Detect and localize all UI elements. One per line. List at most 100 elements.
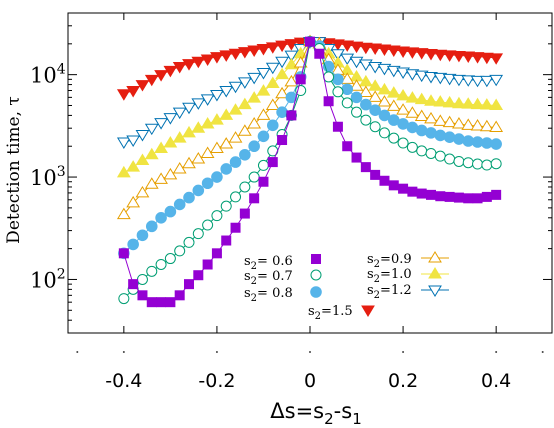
- data-point: [219, 50, 234, 62]
- data-point: [230, 191, 242, 203]
- data-point: [491, 189, 502, 200]
- data-point: [135, 130, 150, 142]
- data-point: [433, 49, 448, 62]
- data-point: [228, 48, 243, 61]
- data-point: [239, 148, 251, 161]
- data-point: [377, 82, 392, 95]
- data-point: [163, 113, 178, 125]
- data-point: [426, 189, 436, 200]
- data-point: [461, 51, 476, 64]
- data-point: [396, 46, 410, 59]
- data-point: [118, 248, 129, 259]
- series-1: [118, 36, 502, 308]
- data-point: [174, 290, 185, 301]
- data-point: [202, 219, 214, 231]
- data-point: [256, 44, 271, 56]
- y-axis-label: Detection time, τ: [4, 96, 24, 244]
- data-point: [182, 102, 196, 115]
- data-point: [341, 97, 353, 109]
- y-axis-label-group: Detection time, τ: [4, 96, 24, 244]
- data-point: [211, 171, 223, 183]
- y-tick-label-exponent: 2: [57, 266, 66, 282]
- data-point: [360, 162, 371, 173]
- data-point: [183, 191, 195, 204]
- data-point: [414, 109, 429, 122]
- series-6: [116, 37, 504, 149]
- data-point: [201, 177, 214, 190]
- data-point: [377, 95, 392, 107]
- data-point: [368, 43, 383, 55]
- data-point: [368, 90, 383, 102]
- data-point: [136, 273, 148, 285]
- x-tick-label: -0.2: [198, 370, 235, 392]
- data-point: [379, 175, 390, 186]
- data-point: [146, 297, 157, 308]
- data-point: [378, 127, 390, 139]
- y-tick-label: 103: [30, 164, 66, 190]
- legend-label-base: s: [367, 283, 374, 298]
- data-point: [265, 98, 280, 110]
- data-point: [247, 45, 262, 57]
- data-point: [435, 191, 446, 202]
- data-point: [210, 89, 224, 102]
- legend-label-rest: =0.9: [380, 252, 412, 267]
- legend-label-sub: 2: [251, 293, 257, 304]
- data-point: [116, 165, 131, 178]
- data-point: [221, 235, 232, 246]
- legend-label-base: s: [367, 267, 374, 282]
- data-point: [452, 116, 466, 129]
- data-point: [397, 137, 409, 149]
- data-point: [164, 205, 177, 218]
- data-point: [305, 36, 315, 47]
- x-tick-dot: [122, 351, 125, 353]
- legend-label-sub: 2: [315, 311, 321, 322]
- data-point: [257, 130, 270, 143]
- data-point: [386, 86, 401, 98]
- legend-label: s2=1.5: [308, 304, 353, 322]
- data-point: [228, 103, 243, 115]
- x-tick-label: 0: [304, 370, 316, 392]
- data-point: [200, 54, 215, 67]
- data-point: [433, 95, 448, 107]
- data-point: [275, 40, 289, 53]
- data-point: [396, 103, 410, 115]
- x-tick-dot: [309, 351, 311, 353]
- data-point: [191, 121, 206, 133]
- data-point: [386, 65, 401, 78]
- data-point: [127, 238, 139, 251]
- data-point: [154, 172, 168, 184]
- data-point: [275, 86, 289, 99]
- data-point: [211, 248, 222, 259]
- data-point: [388, 132, 400, 144]
- data-point: [165, 297, 176, 308]
- data-point: [453, 192, 464, 203]
- data-point: [425, 147, 437, 159]
- data-point: [452, 74, 466, 87]
- data-point: [156, 297, 167, 308]
- data-point: [295, 74, 306, 85]
- data-point: [490, 158, 502, 170]
- data-point: [265, 76, 280, 88]
- legend: s2= 0.6s2= 0.7s2= 0.8s2=0.9s2=1.0s2=1.2s…: [244, 251, 449, 322]
- data-point: [220, 200, 232, 212]
- data-point: [146, 265, 158, 277]
- data-point: [191, 152, 206, 164]
- legend-label-sub: 2: [251, 261, 257, 272]
- data-point: [256, 108, 271, 120]
- x-axis-label-sub-1: 1: [352, 410, 362, 428]
- data-point: [284, 50, 299, 63]
- y-tick-label: 102: [30, 266, 66, 292]
- plot-frame: [67, 12, 553, 334]
- data-point: [481, 191, 492, 202]
- data-point: [230, 222, 241, 233]
- data-point: [396, 67, 410, 80]
- data-point: [284, 57, 299, 70]
- data-point: [128, 279, 139, 290]
- y-tick-label-base: 10: [30, 64, 57, 88]
- data-point: [479, 119, 494, 132]
- series-7: [116, 37, 504, 101]
- data-point: [368, 79, 383, 91]
- data-point: [137, 290, 148, 301]
